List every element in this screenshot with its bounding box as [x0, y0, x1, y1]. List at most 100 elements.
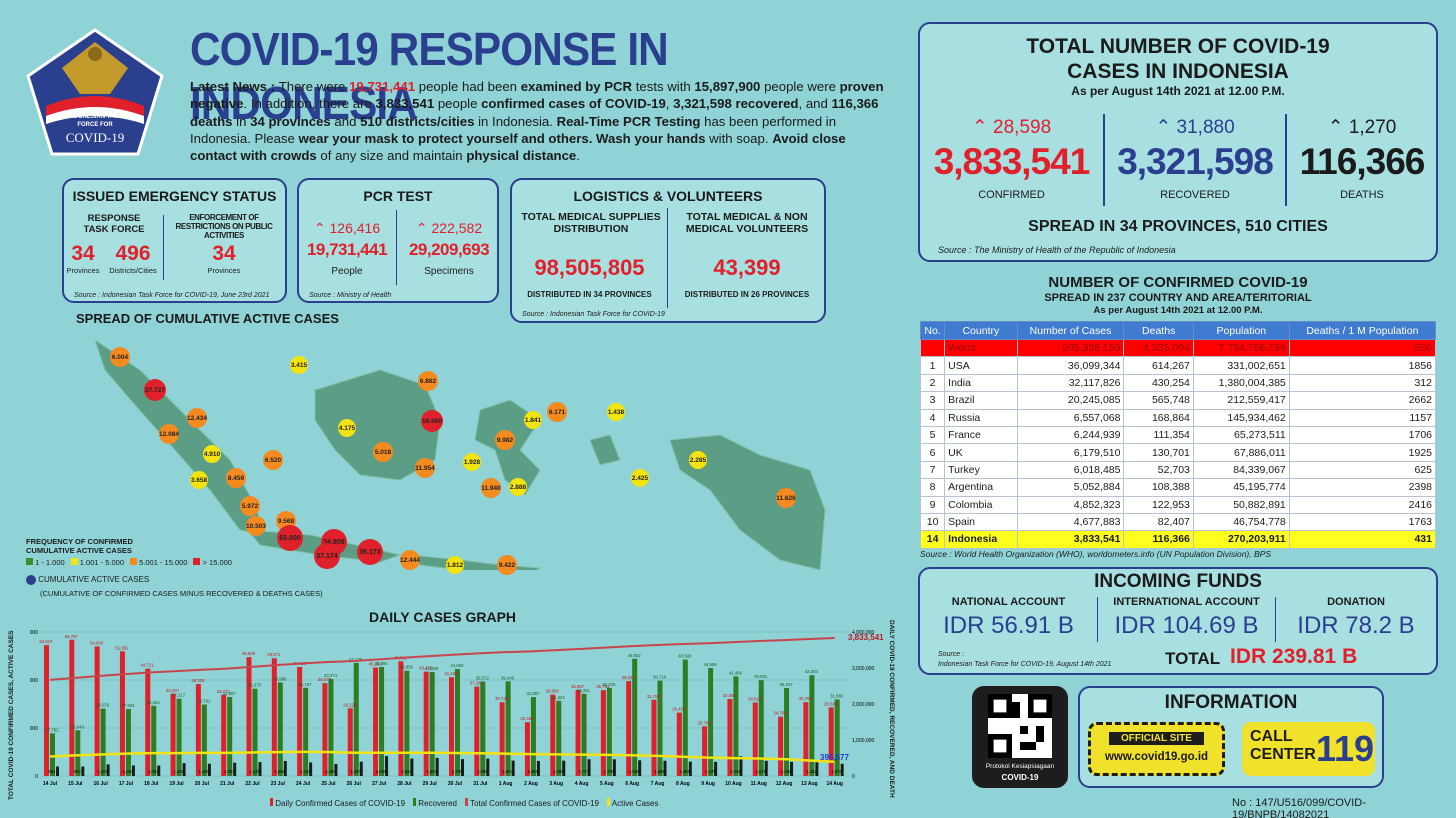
map-bubble: 1.438 [607, 403, 625, 421]
table-cell: 2 [919, 373, 946, 393]
deaths-data-label: 1,432 [806, 769, 817, 774]
recovered-data-label: 36,637 [779, 682, 793, 687]
table-cell: Turkey [944, 460, 1018, 480]
y2-tick-label: 3,000,000 [852, 666, 874, 672]
x-tick-label: 9 Aug [701, 781, 715, 787]
world-asof: As per August 14th 2021 at 12.00 P.M. [1093, 305, 1263, 316]
confirmed-bar [195, 684, 201, 776]
confirmed-data-label: 49,509 [242, 651, 256, 656]
table-cell: Brazil [944, 391, 1018, 410]
table-header: Deaths / 1 M Population [1288, 321, 1437, 340]
deaths-bar [207, 763, 211, 776]
deaths-data-label: 1,604 [502, 769, 513, 774]
provinces-label: Provinces [66, 266, 100, 275]
table-header: Country [944, 321, 1018, 340]
deaths-bar [106, 764, 110, 776]
table-cell: Argentina [944, 478, 1018, 497]
legend-item: Active Cases [607, 798, 658, 808]
recovered-bar [252, 688, 258, 776]
confirmed-data-label: 20,709 [698, 720, 712, 725]
recovered-data-label: 32,887 [526, 691, 540, 696]
map-bubble: 1.841 [524, 411, 542, 429]
confirmed-bar [94, 646, 100, 776]
table-header: Population [1192, 321, 1290, 340]
deaths-bar [663, 760, 667, 776]
table-cell: 1856 [1288, 356, 1437, 375]
deaths-bar [359, 761, 363, 776]
x-tick-label: 6 Aug [625, 781, 639, 787]
map-bubble: 36.173 [357, 539, 383, 565]
recovered-data-label: 19,049 [71, 724, 85, 729]
official-site-label: OFFICIAL SITE [1109, 732, 1204, 745]
call-center-button[interactable]: CALL CENTER 119 [1242, 722, 1375, 776]
information-title: INFORMATION [1164, 692, 1298, 713]
enforcement-label: ENFORCEMENT OF RESTRICTIONS ON PUBLIC AC… [175, 213, 273, 240]
districts-label: Districts/Cities [109, 266, 157, 275]
legend-item: Total Confirmed Cases of COVID-19 [464, 798, 599, 808]
table-cell: 10 [919, 512, 946, 532]
confirmed-bar [499, 702, 505, 776]
y2-tick-label: 4,000,000 [852, 630, 874, 636]
table-header: No. [919, 321, 946, 340]
recovered-data-label: 31,324 [552, 695, 566, 700]
total-source: Source : The Ministry of Health of the R… [938, 245, 1176, 255]
table-cell: 65,273,511 [1192, 425, 1290, 445]
pcr-title: PCR TEST [363, 188, 433, 204]
recovered-bar [353, 662, 359, 776]
confirmed-bar [550, 694, 556, 776]
deaths-bar [536, 760, 540, 776]
information-panel: INFORMATION OFFICIAL SITE www.covid19.go… [1078, 686, 1384, 788]
recovered-data-label: 42,003 [805, 669, 819, 674]
deaths-bar [790, 761, 794, 776]
map-title: SPREAD OF CUMULATIVE ACTIVE CASES [76, 311, 339, 326]
deaths-data-label: 1,747 [578, 769, 589, 774]
table-cell: 9 [919, 495, 946, 514]
cumulative-legend: CUMULATIVE ACTIVE CASES [26, 575, 149, 585]
x-tick-label: 27 Jul [372, 781, 387, 787]
deaths-data-label: 1,280 [198, 769, 209, 774]
table-cell: 556 [1288, 338, 1437, 358]
confirmed-data-label: 30,788 [799, 696, 813, 701]
table-cell [919, 338, 946, 358]
table-cell: USA [944, 356, 1018, 375]
deaths-bar [131, 765, 135, 776]
confirmed-bar [69, 639, 75, 776]
latest-news: Latest News : There were 19,731,441 peop… [190, 79, 884, 164]
confirmed-increase: ⌃ 28,598 [971, 117, 1052, 138]
map-bubble: 4.175 [338, 419, 356, 437]
world-cases-table: No. Country Number of Cases Deaths Populatio… [919, 321, 1437, 549]
confirmed-bar [575, 689, 581, 776]
enforcement-value: 34 [212, 242, 236, 265]
pcr-specimens-value: 29,209,693 [408, 240, 490, 259]
table-cell: 5,052,884 [1016, 478, 1125, 497]
x-tick-label: 2 Aug [524, 781, 538, 787]
qr-card[interactable]: Protokol Kesiapsiagaan COVID-19 [972, 686, 1068, 788]
recovered-bar [809, 675, 815, 776]
recovered-bar [50, 733, 55, 776]
confirmed-bar [752, 702, 758, 776]
recovered-bar [303, 687, 309, 776]
table-cell: 7 [919, 460, 946, 480]
table-cell: 1706 [1288, 425, 1437, 445]
table-cell: France [944, 425, 1018, 445]
table-cell: 4,333,094 [1123, 338, 1194, 358]
pcr-people-increase: ⌃ 126,416 [313, 220, 381, 236]
map-bubble: 2.888 [509, 478, 527, 496]
deaths-data-label: 1,635 [629, 769, 640, 774]
deaths-bar [258, 762, 262, 776]
recovered-bar [834, 699, 840, 776]
deaths-bar [334, 763, 338, 776]
indonesia-map [94, 338, 826, 570]
deaths-bar [81, 766, 85, 776]
confirmed-bar [727, 699, 733, 776]
confirmed-bar [778, 716, 784, 776]
legend-item: > 15.000 [193, 558, 232, 567]
x-tick-label: 8 Aug [676, 781, 690, 787]
official-site-button[interactable]: OFFICIAL SITE www.covid19.go.id [1088, 722, 1225, 776]
deaths-bar [385, 756, 389, 776]
table-cell: 67,886,011 [1192, 443, 1290, 462]
qr-code-icon [988, 694, 1052, 758]
recovered-bar [708, 668, 714, 776]
deaths-data-label: 1,824 [401, 769, 412, 774]
deaths-data-label: 1,205 [97, 769, 108, 774]
